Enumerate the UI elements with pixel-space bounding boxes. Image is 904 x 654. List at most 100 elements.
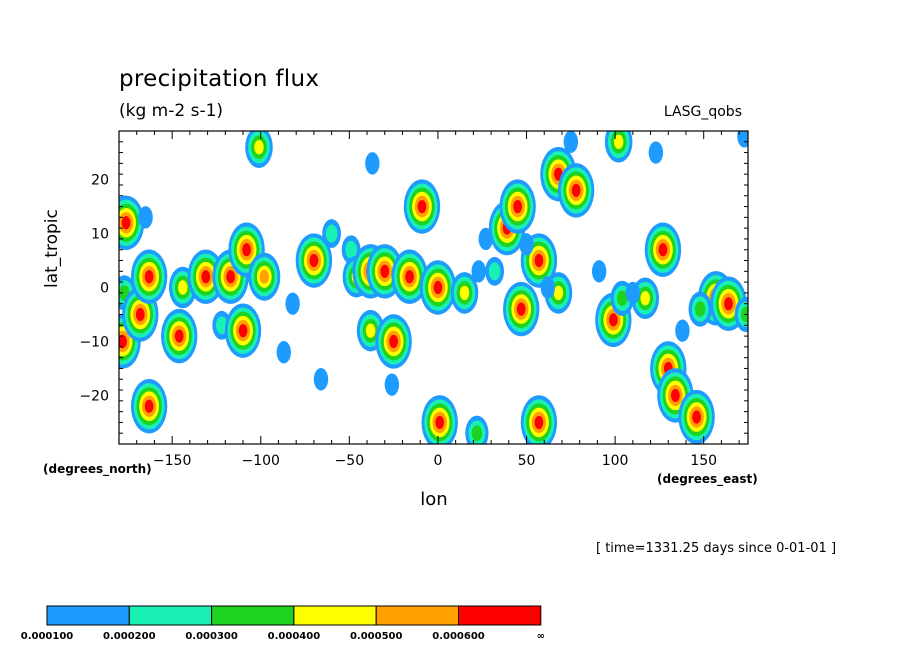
precip-cell	[419, 260, 457, 315]
contour-level-4	[553, 285, 564, 301]
precip-cell	[450, 272, 479, 314]
contour-level-6	[144, 270, 154, 284]
contour-level-2	[488, 262, 501, 281]
colorbar-label: 0.000100	[21, 631, 74, 642]
y-tick-label: 0	[100, 281, 109, 297]
contour-level-1	[563, 131, 579, 153]
precip-cell	[563, 131, 579, 153]
contour-level-6	[724, 297, 733, 311]
chart-units: (kg m-2 s-1)	[119, 101, 224, 121]
contour-level-6	[417, 199, 427, 214]
precip-cell	[285, 292, 300, 315]
x-axis-unit: (degrees_east)	[657, 472, 758, 486]
contour-level-4	[640, 291, 651, 306]
precip-cell	[591, 260, 607, 283]
contour-level-6	[380, 264, 390, 278]
precip-cell	[737, 131, 748, 148]
contour-level-1	[648, 141, 664, 164]
precip-cell	[625, 281, 641, 305]
contour-level-1	[285, 292, 300, 315]
contour-level-1	[519, 233, 534, 256]
precip-cell	[604, 131, 633, 163]
contour-level-6	[571, 183, 581, 197]
contour-level-6	[534, 253, 544, 268]
contour-level-6	[309, 253, 319, 268]
colorbar-swatch	[458, 605, 542, 626]
precip-cell	[384, 373, 400, 396]
contour-level-1	[276, 341, 291, 364]
precip-cell	[499, 179, 536, 234]
contour-level-3	[694, 301, 706, 317]
y-tick-label: 10	[91, 227, 109, 243]
precip-cell	[471, 260, 486, 283]
contour-level-6	[534, 415, 544, 430]
contour-level-2	[325, 224, 338, 243]
precip-cell	[187, 249, 225, 304]
precip-cell	[391, 249, 428, 304]
contour-level-6	[435, 415, 445, 430]
precip-cell	[375, 314, 412, 369]
contour-level-1	[540, 276, 555, 299]
contour-level-6	[658, 243, 668, 257]
contour-layer	[119, 131, 748, 444]
contour-level-6	[608, 313, 618, 327]
colorbar-swatch	[128, 605, 213, 626]
precip-cell	[540, 276, 555, 299]
precip-cell	[520, 395, 558, 444]
precip-cell	[734, 296, 748, 333]
precip-cell	[276, 341, 291, 364]
x-tick-label: −150	[153, 453, 191, 469]
contour-level-4	[365, 323, 376, 338]
x-tick-label: 0	[433, 453, 442, 469]
contour-level-6	[670, 388, 680, 403]
dataset-label: LASG_qobs	[663, 104, 742, 120]
contour-level-1	[675, 319, 690, 342]
contour-level-6	[121, 216, 131, 230]
precip-cell	[295, 233, 333, 288]
colorbar-swatch	[46, 605, 130, 626]
precip-cell	[161, 308, 198, 364]
precip-cell	[465, 415, 489, 444]
colorbar-label: 0.000600	[432, 631, 485, 642]
contour-level-3	[471, 425, 483, 442]
contour-level-1	[365, 152, 380, 175]
contour-level-6	[433, 280, 443, 295]
contour-level-1	[471, 260, 486, 283]
precip-cell	[365, 152, 380, 175]
contour-level-6	[513, 199, 523, 214]
x-tick-label: 50	[518, 453, 536, 469]
y-axis-unit: (degrees_north)	[43, 462, 152, 476]
contour-level-6	[201, 270, 211, 284]
contour-level-4	[613, 134, 624, 149]
precip-cell	[322, 219, 342, 248]
precip-cell	[224, 303, 262, 358]
y-tick-label: −20	[79, 388, 109, 404]
colorbar-label: 0.000400	[268, 631, 321, 642]
colorbar-label: 0.000300	[185, 631, 238, 642]
contour-level-6	[135, 307, 145, 322]
precip-cell	[644, 222, 682, 277]
precip-cell	[503, 281, 540, 337]
colorbar-label: 0.000200	[103, 631, 156, 642]
precip-cell	[138, 206, 153, 229]
precip-cell	[678, 389, 715, 444]
y-tick-label: 20	[91, 173, 109, 189]
precip-cell	[557, 163, 595, 218]
contour-level-1	[313, 368, 329, 391]
precip-cell	[130, 379, 168, 434]
colorbar-label: 0.000500	[350, 631, 403, 642]
contour-level-6	[119, 334, 127, 349]
contour-level-1	[138, 206, 153, 229]
x-axis-label: lon	[420, 489, 448, 510]
colorbar-label: ∞	[537, 631, 545, 642]
contour-level-3	[617, 290, 628, 307]
precip-cell	[119, 195, 145, 250]
chart-title: precipitation flux	[119, 66, 320, 92]
contour-level-6	[389, 334, 399, 349]
contour-level-5	[259, 269, 269, 284]
contour-level-6	[144, 399, 154, 413]
contour-level-6	[405, 270, 414, 284]
contour-level-1	[737, 131, 748, 148]
